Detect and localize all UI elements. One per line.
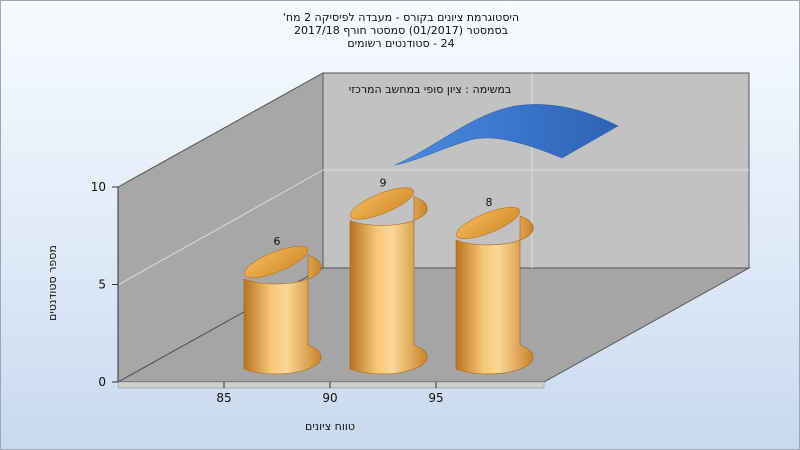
bar (455, 206, 534, 375)
bar-top (243, 245, 309, 279)
bar-body (455, 215, 534, 375)
bar-data-label: 9 (380, 177, 387, 190)
x-tick-label: 90 (322, 391, 337, 405)
bar (243, 245, 322, 375)
y-axis-title: מספר סטודנטים (46, 245, 59, 321)
x-axis-title: טווח ציונים (305, 420, 355, 433)
distribution-curve (394, 104, 619, 166)
bar (349, 187, 428, 375)
floor-front-edge (117, 381, 545, 389)
chart-subtitle-students: 24 - סטודנטים רשומים (347, 37, 455, 50)
x-tick-label: 85 (216, 391, 231, 405)
bar-data-label: 6 (274, 235, 281, 248)
chart-title: היסטוגרמת ציונים בקורס - מעבדה לפיסיקה 2… (282, 11, 520, 24)
bar-body (243, 254, 322, 375)
bar-body (349, 196, 428, 375)
chart-subtitle-semester: בסמסטר (01/2017) סמסטר חורף 2017/18 (294, 24, 508, 37)
legend-text: במשימה : ציון סופי במחשב המרכזי (349, 83, 512, 96)
x-tick-label: 95 (428, 391, 443, 405)
y-tick-label: 10 (91, 180, 106, 194)
bar-top (455, 206, 521, 240)
bar-top (349, 187, 415, 220)
bar-data-label: 8 (486, 196, 493, 209)
y-tick-label: 0 (98, 375, 106, 389)
y-tick-label: 5 (98, 278, 106, 292)
